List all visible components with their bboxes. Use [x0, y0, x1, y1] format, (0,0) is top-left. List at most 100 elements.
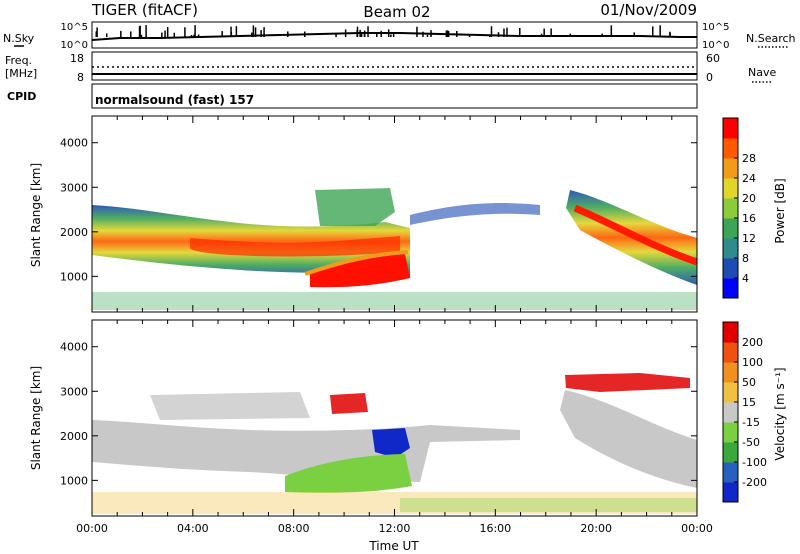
noise-sky-trace: [91, 32, 697, 41]
noise-strip-frame: [91, 21, 698, 49]
x-tick-label: 20:00: [580, 522, 612, 535]
colorbar-tick-label: 28: [742, 152, 756, 165]
colorbar-segment: [723, 118, 738, 139]
nave-right-label: Nave: [748, 66, 776, 79]
velocity-xticks: 00:00 04:00 08:00 12:00 16:00 20:00 00:00: [76, 320, 713, 535]
x-tick-label: 00:00: [76, 522, 108, 535]
colorbar-segment: [723, 362, 738, 383]
x-tick-label: 04:00: [177, 522, 209, 535]
noise-right-top: 10^5: [702, 22, 729, 33]
power-main-band: [92, 205, 410, 278]
colorbar-frame: [722, 321, 739, 503]
cpid-value: normalsound (fast) 157: [95, 93, 254, 107]
velocity-ground-scatter: [92, 420, 520, 482]
power-xticks: [91, 116, 698, 312]
colorbar-segment: [723, 462, 738, 483]
y-tick-label: 3000: [60, 385, 88, 398]
freq-left-bottom: 8: [77, 71, 84, 84]
colorbar-tick-label: 100: [742, 356, 763, 369]
colorbar-tick-label: 12: [742, 232, 756, 245]
cpid-strip-frame: [91, 83, 698, 109]
noise-strip: N.Sky 10^5 10^0 10^5 10^0 N.Search: [3, 21, 796, 51]
power-evening-core: [573, 204, 697, 266]
x-tick-label: 12:00: [379, 522, 411, 535]
noise-right-bottom: 10^0: [702, 40, 729, 51]
velocity-blue-patch: [372, 428, 410, 458]
colorbar-segment: [723, 178, 738, 199]
colorbar-tick-label: 8: [742, 252, 749, 265]
colorbar-segment: [723, 138, 738, 159]
velocity-bottom-speckle-green: [400, 498, 697, 512]
colorbar-tick-label: 20: [742, 192, 756, 205]
power-echoes: [92, 188, 697, 310]
velocity-colorbar: 200 100 50 15 -15 -50 -100 -200: [722, 321, 767, 503]
power-yticks: 1000 2000 3000 4000: [60, 137, 697, 283]
y-tick-label: 4000: [60, 137, 88, 150]
noise-spikes: [95, 25, 671, 37]
power-upper-patch: [315, 188, 395, 226]
colorbar-tick-label: -50: [742, 436, 760, 449]
x-tick-label: 00:00: [681, 522, 713, 535]
colorbar-segment: [723, 258, 738, 279]
freq-strip: Freq. [MHz] 18 8 60 0 Nave: [5, 51, 776, 84]
colorbar-segment: [723, 218, 738, 239]
y-tick-label: 1000: [60, 474, 88, 487]
date-label: 01/Nov/2009: [600, 1, 697, 19]
colorbar-segment: [723, 482, 738, 503]
velocity-ylabel: Slant Range [km]: [29, 366, 43, 470]
colorbar-tick-label: 50: [742, 376, 756, 389]
colorbar-tick-label: 15: [742, 396, 756, 409]
colorbar-tick-label: 24: [742, 172, 756, 185]
colorbar-tick-label: -200: [742, 476, 767, 489]
power-near-band-edge: [304, 250, 409, 276]
power-bottom-speckle: [92, 292, 697, 310]
colorbar-tick-label: 200: [742, 336, 763, 349]
x-tick-label: 16:00: [479, 522, 511, 535]
cpid-label: CPID: [7, 90, 36, 103]
velocity-yticks: 1000 2000 3000 4000: [60, 341, 697, 487]
velocity-colorbar-label: Velocity [m s⁻¹]: [773, 367, 787, 460]
velocity-panel: 1000 2000 3000 4000 00:00 04:00 08:00 12:00 16:…: [29, 319, 787, 553]
y-tick-label: 1000: [60, 270, 88, 283]
station-title: TIGER (fitACF): [91, 1, 198, 19]
noise-left-bottom: 10^0: [61, 40, 88, 51]
noise-right-label: N.Search: [746, 32, 796, 45]
colorbar-segment: [723, 342, 738, 363]
y-tick-label: 4000: [60, 341, 88, 354]
y-tick-label: 2000: [60, 226, 88, 239]
velocity-upper-grey: [150, 392, 310, 420]
colorbar-segment: [723, 278, 738, 299]
freq-left-label-2: [MHz]: [5, 67, 37, 80]
freq-left-label-1: Freq.: [5, 54, 32, 67]
y-tick-label: 2000: [60, 430, 88, 443]
velocity-green-patch: [285, 454, 412, 493]
colorbar-segment: [723, 322, 738, 343]
power-colorbar-label: Power [dB]: [773, 178, 787, 243]
velocity-red-patch: [330, 393, 368, 414]
power-scatter-right: [410, 203, 540, 225]
colorbar-frame: [722, 117, 739, 299]
colorbar-segment: [723, 442, 738, 463]
power-ylabel: Slant Range [km]: [29, 163, 43, 267]
freq-strip-frame: [91, 51, 698, 81]
colorbar-segment: [723, 158, 738, 179]
power-band-core: [190, 236, 400, 257]
y-tick-label: 3000: [60, 181, 88, 194]
velocity-echoes: [92, 373, 697, 514]
colorbar-segment: [723, 422, 738, 443]
power-near-band: [310, 254, 410, 288]
velocity-evening-grey: [560, 390, 697, 488]
velocity-xlabel: Time UT: [368, 539, 419, 553]
power-panel: 1000 2000 3000 4000 Slant Range [km] 4 8 12 16…: [29, 115, 787, 313]
noise-left-label: N.Sky: [3, 32, 35, 45]
beam-label: Beam 02: [363, 3, 430, 21]
power-colorbar: 4 8 12 16 20 24 28: [722, 117, 756, 299]
cpid-strip: CPID normalsound (fast) 157: [7, 83, 698, 109]
colorbar-segment: [723, 198, 738, 219]
nave-right-bottom: 0: [706, 71, 713, 84]
colorbar-segment: [723, 402, 738, 423]
freq-left-top: 18: [70, 52, 84, 65]
nave-right-top: 60: [706, 52, 720, 65]
velocity-evening-red: [565, 373, 690, 392]
